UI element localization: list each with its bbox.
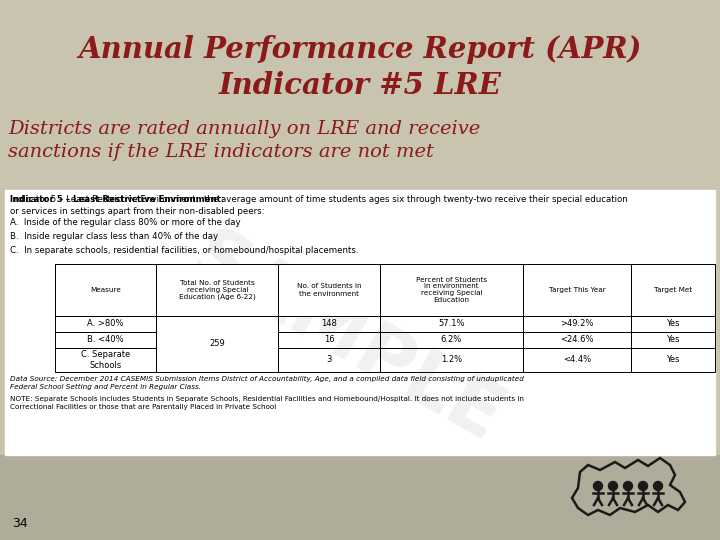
Text: Annual Performance Report (APR): Annual Performance Report (APR) bbox=[78, 36, 642, 64]
Text: A.  Inside of the regular class 80% or more of the day: A. Inside of the regular class 80% or mo… bbox=[10, 218, 240, 227]
Text: SAMPLE: SAMPLE bbox=[177, 221, 514, 459]
Bar bbox=[55, 316, 156, 332]
Text: B. <40%: B. <40% bbox=[87, 335, 124, 345]
Bar bbox=[379, 348, 523, 372]
Circle shape bbox=[608, 482, 618, 490]
Bar bbox=[523, 316, 631, 332]
Bar bbox=[279, 264, 379, 316]
Bar bbox=[379, 332, 523, 348]
Text: <24.6%: <24.6% bbox=[560, 335, 594, 345]
Bar bbox=[0, 455, 720, 540]
Bar bbox=[379, 264, 523, 316]
Bar bbox=[631, 348, 715, 372]
Bar bbox=[631, 316, 715, 332]
Bar bbox=[55, 264, 715, 316]
Text: C. Separate
Schools: C. Separate Schools bbox=[81, 350, 130, 370]
Bar bbox=[156, 316, 279, 372]
Text: 1.2%: 1.2% bbox=[441, 355, 462, 364]
Text: Indicator 5 – Least Restrictive Environment:  the average amount of time student: Indicator 5 – Least Restrictive Environm… bbox=[10, 195, 628, 216]
Text: 3: 3 bbox=[326, 355, 332, 364]
Text: Data Source: December 2014 CASEMIS Submission Items District of Accountability, : Data Source: December 2014 CASEMIS Submi… bbox=[10, 376, 524, 390]
Text: Districts are rated annually on LRE and receive
sanctions if the LRE indicators : Districts are rated annually on LRE and … bbox=[8, 120, 480, 161]
Bar bbox=[279, 332, 379, 348]
Text: Yes: Yes bbox=[666, 335, 680, 345]
Bar bbox=[523, 348, 631, 372]
Bar bbox=[5, 190, 715, 455]
Text: B.  Inside regular class less than 40% of the day: B. Inside regular class less than 40% of… bbox=[10, 232, 218, 241]
Circle shape bbox=[593, 482, 603, 490]
Circle shape bbox=[639, 482, 647, 490]
Text: C.  In separate schools, residential facilities, or homebound/hospital placement: C. In separate schools, residential faci… bbox=[10, 246, 359, 255]
Text: 6.2%: 6.2% bbox=[441, 335, 462, 345]
Bar bbox=[631, 264, 715, 316]
Text: 148: 148 bbox=[321, 320, 337, 328]
Text: Yes: Yes bbox=[666, 355, 680, 364]
Text: NOTE: Separate Schools includes Students in Separate Schools, Residential Facili: NOTE: Separate Schools includes Students… bbox=[10, 396, 524, 409]
Text: Indicator 5 – Least Restrictive Environment:: Indicator 5 – Least Restrictive Environm… bbox=[10, 195, 228, 204]
Bar bbox=[631, 332, 715, 348]
Text: 57.1%: 57.1% bbox=[438, 320, 464, 328]
Bar bbox=[523, 264, 631, 316]
Bar bbox=[279, 316, 379, 332]
Text: 34: 34 bbox=[12, 517, 28, 530]
Bar bbox=[279, 348, 379, 372]
Bar bbox=[156, 264, 279, 316]
Bar bbox=[55, 332, 156, 348]
Bar bbox=[523, 332, 631, 348]
Text: Measure: Measure bbox=[90, 287, 121, 293]
Circle shape bbox=[654, 482, 662, 490]
Text: Total No. of Students
receiving Special
Education (Age 6-22): Total No. of Students receiving Special … bbox=[179, 280, 256, 300]
Text: >49.2%: >49.2% bbox=[560, 320, 594, 328]
Circle shape bbox=[624, 482, 632, 490]
Bar bbox=[55, 348, 156, 372]
Text: Target This Year: Target This Year bbox=[549, 287, 606, 293]
Text: <4.4%: <4.4% bbox=[563, 355, 591, 364]
Bar bbox=[55, 264, 156, 316]
Text: Target Met: Target Met bbox=[654, 287, 692, 293]
Text: Indicator #5 LRE: Indicator #5 LRE bbox=[218, 71, 502, 99]
Text: No. of Students in
the environment: No. of Students in the environment bbox=[297, 284, 361, 296]
Text: Yes: Yes bbox=[666, 320, 680, 328]
Text: A. >80%: A. >80% bbox=[87, 320, 124, 328]
Bar bbox=[379, 316, 523, 332]
Text: Percent of Students
in environment
receiving Special
Education: Percent of Students in environment recei… bbox=[415, 276, 487, 303]
Text: 16: 16 bbox=[324, 335, 334, 345]
Text: 259: 259 bbox=[210, 340, 225, 348]
